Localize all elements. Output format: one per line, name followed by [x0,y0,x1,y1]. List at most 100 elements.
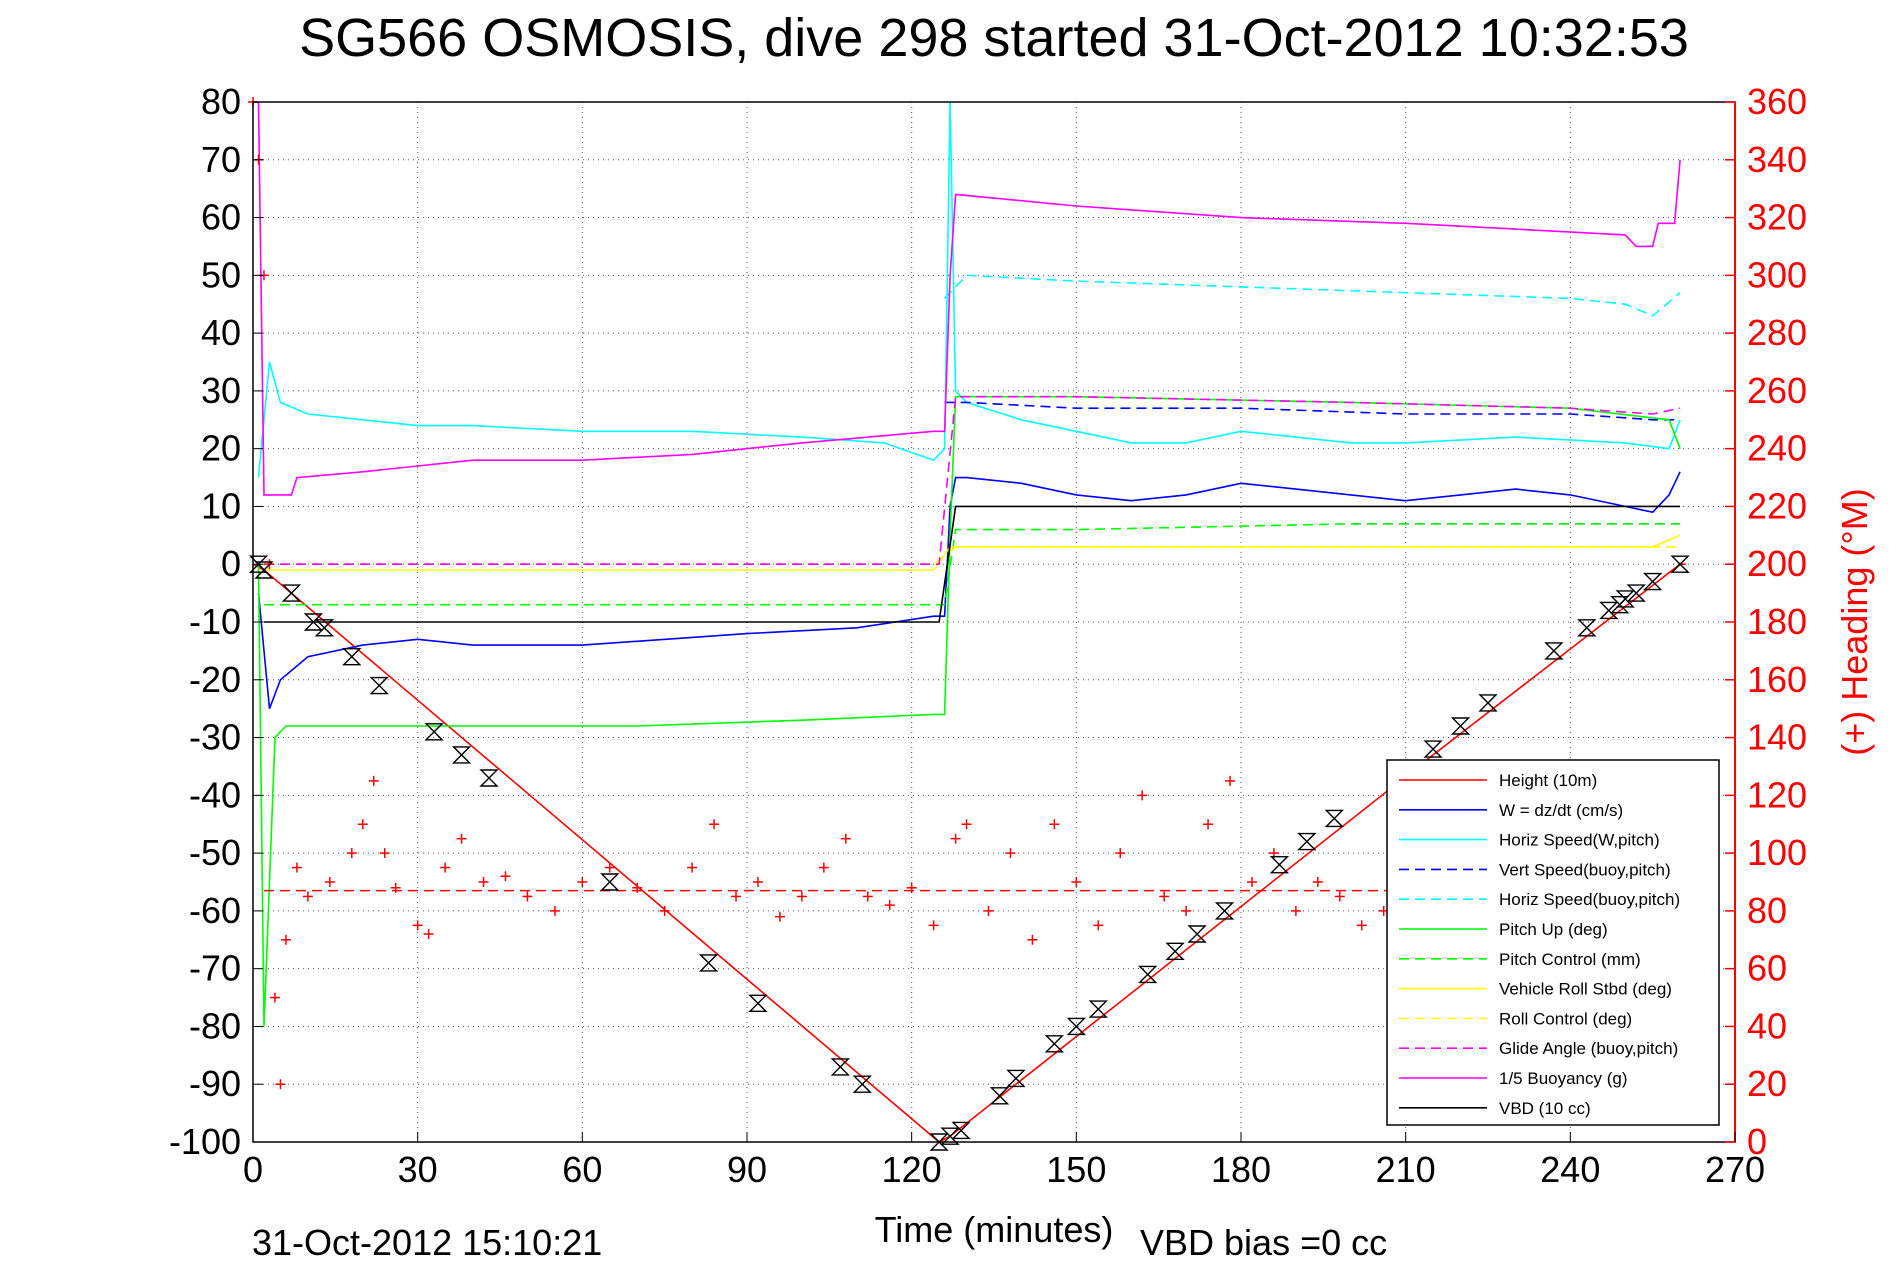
heading-point [390,882,401,893]
legend-label: 1/5 Buoyancy (g) [1499,1069,1628,1088]
heading-point [522,891,533,902]
legend-label: W = dz/dt (cm/s) [1499,801,1623,820]
y-tick-label: -30 [189,717,241,758]
depth-marker [852,1075,872,1093]
legend-label: Height (10m) [1499,771,1597,790]
heading-point [731,891,742,902]
depth-marker [1044,1035,1065,1053]
depth-marker [1088,1000,1108,1018]
series-line [264,546,1681,566]
legend-box [1386,759,1720,1126]
heading-point [709,819,720,830]
heading-point [1137,790,1148,801]
heading-point [412,920,423,931]
y-tick-label: -60 [189,890,241,931]
y2-tick-label: 80 [1747,890,1787,931]
depth-marker [1670,555,1690,573]
y-tick-label: -40 [189,774,241,815]
y2-tick-label: 220 [1747,485,1807,526]
heading-point [324,877,335,887]
y-tick-label: -100 [169,1121,241,1162]
depth-marker [748,994,768,1013]
y2-tick-label: 300 [1747,254,1807,295]
bottom-axis: 0 30 60 90 120 150 180 210 240 270 [243,1132,1765,1190]
heading-point [1290,905,1301,916]
y2-tick-label: 0 [1747,1121,1767,1162]
heading-point [1203,819,1214,830]
series-line [257,395,1681,1027]
heading-point [1181,905,1192,916]
depth-marker [254,561,274,579]
depth-marker [600,873,620,891]
legend-label: Vert Speed(buoy,pitch) [1499,860,1671,879]
y-tick-label: -80 [189,1005,241,1046]
heading-point [549,905,560,916]
vbd-bias-label: VBD bias =0 cc [1140,1222,1387,1262]
y2-tick-label: 40 [1747,1005,1787,1046]
legend-label: Glide Angle (buoy,pitch) [1499,1039,1678,1058]
x-tick-label: 0 [243,1149,263,1190]
heading-point [379,848,390,859]
depth-marker [1137,965,1158,984]
legend-label: Pitch Up (deg) [1499,920,1608,939]
depth-marker [1066,1017,1087,1036]
heading-point [357,819,368,830]
heading-point [632,882,643,893]
y-tick-label: -90 [189,1063,241,1104]
y2-tick-label: 320 [1747,197,1807,238]
legend-label: Vehicle Roll Stbd (deg) [1499,980,1672,999]
heading-point [1159,891,1170,902]
heading-point [687,862,698,873]
x-tick-label: 210 [1376,1149,1436,1190]
depth-marker [451,746,472,764]
depth-marker [1577,619,1597,637]
y2-tick-label: 100 [1747,832,1807,873]
heading-point [368,775,379,786]
y-tick-label: -20 [189,659,241,700]
heading-point [961,819,972,830]
y-tick-label: 0 [221,543,241,584]
y2-tick-label: 20 [1747,1063,1787,1104]
right-axis: 3603403203002802602402202001801601401201… [1725,81,1807,1162]
x-tick-label: 60 [562,1149,602,1190]
legend: Height (10m) W = dz/dt (cm/s) Horiz Speed(… [1386,759,1720,1126]
depth-marker [314,619,335,637]
x-tick-label: 150 [1046,1149,1106,1190]
depth-marker [698,954,719,972]
heading-point [752,877,763,887]
y-tick-label: 20 [201,428,241,469]
heading-point [1225,775,1236,786]
series-line [944,274,1681,317]
depth-marker [1187,925,1207,943]
depth-marker [1269,855,1290,874]
y-tick-label: 40 [201,312,241,353]
heading-point [423,929,434,939]
depth-marker [303,613,324,631]
depth-marker [369,676,389,695]
heading-point [774,911,785,922]
y2-tick-label: 260 [1747,370,1807,411]
legend-label: Horiz Speed(buoy,pitch) [1499,890,1680,909]
heading-point [659,905,670,916]
heading-point [1071,877,1082,887]
legend-label: Pitch Control (mm) [1499,950,1641,969]
marker-layer [248,555,1690,1151]
y2-tick-label: 280 [1747,312,1807,353]
x-tick-label: 90 [727,1149,767,1190]
heading-point [1246,877,1257,887]
heading-point [862,891,873,902]
heading-point [950,833,961,844]
y-tick-label: 80 [201,81,241,122]
depth-marker [1006,1069,1026,1088]
heading-point [280,934,291,945]
y-tick-label: 50 [201,254,241,295]
y2-tick-label: 120 [1747,774,1807,815]
y2-tick-label: 160 [1747,659,1807,700]
chart-title: SG566 OSMOSIS, dive 298 started 31-Oct-2… [299,8,1689,68]
heading-point [1356,920,1367,931]
heading-point [1027,934,1038,945]
series-line [944,401,1681,421]
y2-tick-label: 360 [1747,81,1807,122]
depth-marker [951,1121,971,1140]
x-tick-label: 30 [398,1149,438,1190]
